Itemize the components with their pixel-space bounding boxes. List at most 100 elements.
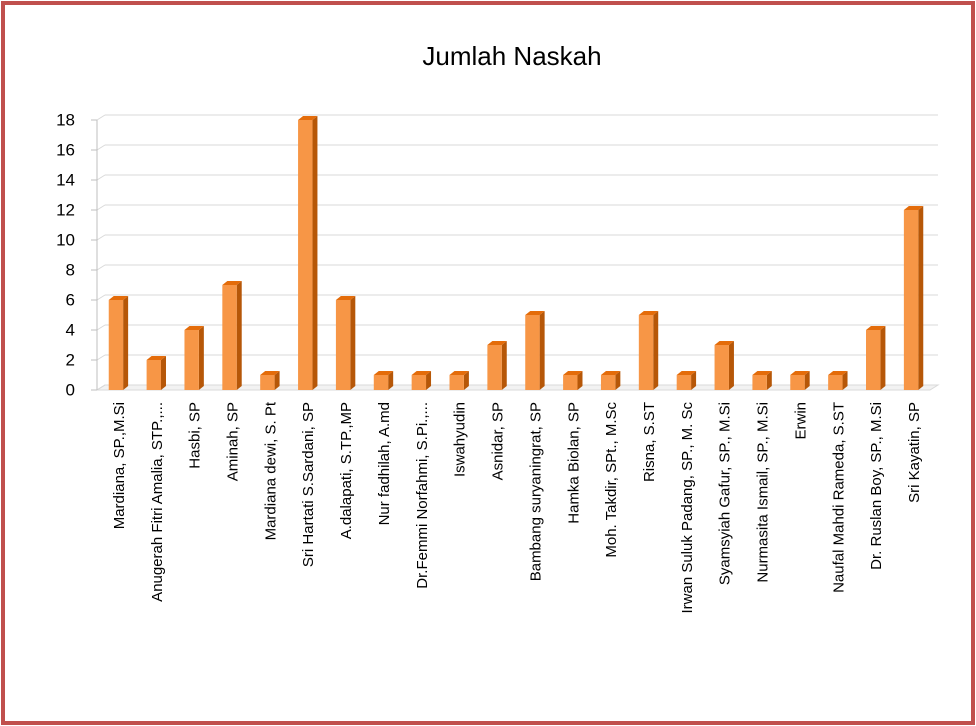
bar-side [312,116,318,390]
y-tick-label: 8 [66,260,75,279]
bar-top [638,311,659,315]
bar-top [790,371,810,375]
bar-top [298,116,318,120]
bar [298,120,313,390]
bar-top [184,326,204,330]
x-tick-label: Mardiana dewi, S. Pt [262,401,279,540]
bar-top [828,371,848,375]
bar [260,375,275,390]
bar [828,375,843,390]
grid-line [96,324,106,331]
x-tick-label: Irwan Suluk Padang, SP., M. Sc [679,402,696,614]
bar-side [766,371,772,390]
grid-line [96,234,106,241]
x-tick-label: Mardiana, SP.,M.Si [111,402,128,529]
grid-line [96,174,106,181]
y-tick-label: 16 [56,140,75,159]
y-tick-label: 2 [66,350,75,369]
bar-side [691,371,697,390]
bar-top [866,326,886,330]
grid-line [96,294,106,301]
grid-line [96,264,106,271]
bar [903,210,919,390]
x-tick-label: Hamka Biolan, SP [565,402,582,524]
bar-top [335,296,356,300]
x-tick-label: Sri Hartati S.Sardani, SP [300,402,317,567]
x-tick-label: Aminah, SP [224,402,241,481]
bar-top [411,371,432,375]
bar-side [880,326,886,390]
x-tick-label: Naufal Mahdi Rameda, S.ST [830,402,847,593]
bar-side [653,311,659,390]
bar-side [388,371,394,390]
bar-top [108,296,129,300]
x-tick-label: Dr. Ruslan Boy, SP., M.Si [868,402,885,570]
grid-line [96,144,106,151]
x-tick-label: Risna, S.ST [641,402,658,482]
bar-top [487,341,507,345]
bar [676,375,692,390]
bar-side [539,311,545,390]
x-tick-label: Erwin [792,402,809,440]
grid-line [96,384,106,391]
x-tick-label: Syamsyiah Gafur, SP., M.Si [717,402,734,585]
bar-top [563,371,583,375]
y-tick-label: 14 [56,170,75,189]
x-tick-label: A.dalapati, S.TP.,MP [338,402,355,539]
y-tick-label: 0 [66,380,75,399]
y-tick-label: 12 [56,200,75,219]
bar-top [260,371,280,375]
bar-side [501,341,507,390]
bar [184,330,199,390]
x-tick-label: Anugerah Fitri Amalia, STP.,... [149,402,166,602]
x-tick-label: Moh. Takdir, SPt., M.Sc [603,402,620,558]
bar-side [350,296,356,390]
x-tick-label: Nurmasita Ismail, SP., M.Si [755,402,772,583]
bar [866,330,881,390]
bar-side [198,326,204,390]
chart-title: Jumlah Naskah [422,41,601,71]
bar-top [714,341,734,345]
bar-side [918,206,924,390]
x-tick-label: Sri Kayatin, SP [906,402,923,503]
bar-side [577,371,583,390]
y-tick-label: 6 [66,290,75,309]
bar [373,375,389,390]
bar-side [842,371,848,390]
grid-line [96,204,106,211]
bar-side [160,356,166,390]
y-tick-label: 18 [56,110,75,129]
bar [525,315,540,390]
x-tick-label: Dr.Femmi Norfahmi, S.Pi.,... [414,402,431,589]
bar [714,345,729,390]
bar [146,360,161,390]
y-tick-label: 10 [56,230,75,249]
y-tick-label: 4 [66,320,75,339]
bar-top [525,311,545,315]
bar [790,375,805,390]
bar-top [752,371,772,375]
bar-top [373,371,394,375]
grid-line [96,354,106,361]
bar-top [146,356,166,360]
bar [752,375,767,390]
bar-side [426,371,432,390]
bar [487,345,502,390]
bar [222,285,237,390]
grid-line [96,114,106,121]
bar-side [236,281,242,390]
x-tick-label: Nur fadhilah, A.md [376,402,393,525]
bar [600,375,616,390]
bar-top [222,281,242,285]
bar [638,315,654,390]
bar [411,375,427,390]
x-tick-label: Iswahyudin [452,402,469,477]
bar-side [123,296,129,390]
bar-side [804,371,810,390]
x-tick-label: Hasbi, SP [187,402,204,469]
bar-side [463,371,469,390]
bar-top [903,206,924,210]
bar-top [449,371,469,375]
bar-top [600,371,621,375]
